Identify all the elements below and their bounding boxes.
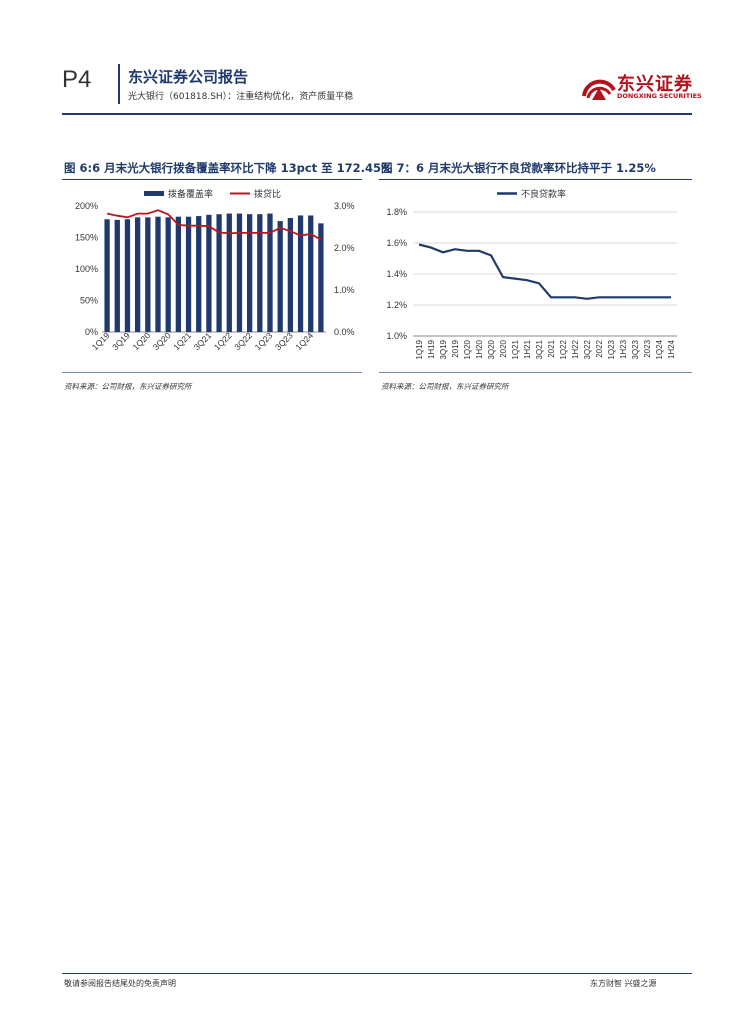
figure7-source: 资料来源：公司财报，东兴证券研究所 <box>381 382 509 391</box>
x-tick-label: 1Q24 <box>655 339 664 359</box>
series-line <box>106 209 322 241</box>
bar <box>155 216 161 332</box>
footer-slogan: 东方财智 兴盛之源 <box>590 979 657 988</box>
x-tick-label: 1Q19 <box>415 339 424 359</box>
x-tick-label: 3Q21 <box>192 330 214 352</box>
x-tick-label: 3Q22 <box>232 330 254 352</box>
y-left-tick-label: 50% <box>80 296 98 306</box>
bar <box>226 213 232 332</box>
bar <box>145 217 151 332</box>
x-tick-label: 1H20 <box>475 339 484 359</box>
header-divider <box>118 64 120 104</box>
figure7-title-rule <box>379 179 692 180</box>
company-logo-icon <box>582 79 616 100</box>
header-rule <box>62 113 692 115</box>
bar <box>206 214 212 332</box>
x-tick-label: 3Q23 <box>273 330 295 352</box>
x-tick-label: 1Q20 <box>130 330 152 352</box>
bar <box>267 213 273 332</box>
bar <box>257 214 263 332</box>
figure7-chart: 不良贷款率 1.0% 1.2% 1.4% 1.6% 1.8% 1Q19 1H19 3Q19 201… <box>386 188 677 360</box>
y-left-tick-label: 200% <box>75 201 98 211</box>
y-right-tick-label: 0.0% <box>334 327 355 337</box>
x-tick-label: 1H23 <box>619 339 628 359</box>
figure6-source: 资料来源：公司财报，东兴证券研究所 <box>64 382 192 391</box>
bar <box>196 216 202 332</box>
x-tick-label: 2023 <box>643 339 652 357</box>
bar <box>277 221 283 332</box>
bar <box>124 219 131 332</box>
legend-label-line: 不良贷款率 <box>521 188 566 199</box>
figure6-source-rule <box>62 372 362 373</box>
y-left-tick-label: 100% <box>75 264 98 274</box>
x-tick-label: 3Q21 <box>535 339 544 359</box>
bar <box>287 217 294 332</box>
x-tick-label: 1Q23 <box>253 330 275 352</box>
x-tick-label: 2021 <box>547 339 556 357</box>
x-tick-label: 3Q23 <box>631 339 640 359</box>
footer-rule <box>62 973 692 974</box>
x-tick-label: 2022 <box>595 339 604 357</box>
y-left-tick-label: 150% <box>75 233 98 243</box>
y-left-tick-label: 0% <box>85 327 98 337</box>
x-tick-label: 2020 <box>499 339 508 357</box>
legend-label-bars: 拨备覆盖率 <box>168 188 213 199</box>
x-tick-label: 3Q19 <box>439 339 448 359</box>
bar <box>216 214 222 332</box>
logo-name-en: DONGXING SECURITIES <box>617 92 702 100</box>
legend-label-line: 拨贷比 <box>254 188 281 199</box>
x-tick-label: 1Q22 <box>212 330 234 352</box>
y-tick-label: 1.0% <box>386 331 407 341</box>
bar <box>104 219 110 332</box>
x-tick-label: 1H21 <box>523 339 532 359</box>
figure7-title: 图 7：6 月末光大银行不良贷款率环比持平于 1.25% <box>381 161 656 175</box>
page-number: P4 <box>62 66 92 93</box>
x-tick-label: 1Q21 <box>171 330 193 352</box>
bar <box>165 217 171 332</box>
y-right-tick-label: 1.0% <box>334 285 355 295</box>
y-tick-label: 1.6% <box>386 238 407 248</box>
series-line <box>418 243 671 300</box>
y-tick-label: 1.2% <box>386 300 407 310</box>
x-tick-label: 3Q19 <box>110 330 132 352</box>
figure6-title-rule <box>62 179 362 180</box>
footer-disclaimer: 敬请参阅报告结尾处的免责声明 <box>64 979 176 988</box>
bar <box>236 213 243 332</box>
figure7-source-rule <box>379 372 692 373</box>
legend-swatch-bars <box>144 191 164 196</box>
bar <box>114 219 120 332</box>
y-right-tick-label: 2.0% <box>334 243 355 253</box>
x-tick-label: 1H24 <box>667 339 676 359</box>
x-tick-label: 3Q20 <box>151 330 173 352</box>
bar <box>185 216 192 332</box>
x-tick-label: 1Q20 <box>463 339 472 359</box>
x-tick-label: 3Q20 <box>487 339 496 359</box>
bar <box>134 217 141 332</box>
x-tick-label: 1H19 <box>427 339 436 359</box>
x-tick-label: 3Q22 <box>583 339 592 359</box>
x-tick-label: 1H22 <box>571 339 580 359</box>
logo-name-cn: 东兴证券 <box>617 74 693 95</box>
report-subtitle: 光大银行（601818.SH）：注重结构优化，资产质量平稳 <box>128 92 354 102</box>
bar <box>318 223 324 332</box>
y-right-tick-label: 3.0% <box>334 201 355 211</box>
x-tick-label: 1Q23 <box>607 339 616 359</box>
y-tick-label: 1.8% <box>386 207 407 217</box>
report-title: 东兴证券公司报告 <box>128 68 249 86</box>
figure6-title: 图 6:6 月末光大银行拨备覆盖率环比下降 13pct 至 172.45% <box>64 161 393 175</box>
x-tick-label: 1Q24 <box>293 330 315 352</box>
x-tick-label: 1Q22 <box>559 339 568 359</box>
y-tick-label: 1.4% <box>386 269 407 279</box>
figure6-chart: 拨备覆盖率 拨贷比 0% 50% 100% 150% 200% 0.0% 1.0% 2.0% 3.0… <box>75 188 355 352</box>
bar <box>308 215 314 332</box>
x-tick-label: 1Q21 <box>511 339 520 359</box>
bar <box>246 214 253 332</box>
x-tick-label: 2019 <box>451 339 460 357</box>
bar <box>297 215 304 332</box>
bar <box>175 216 182 332</box>
